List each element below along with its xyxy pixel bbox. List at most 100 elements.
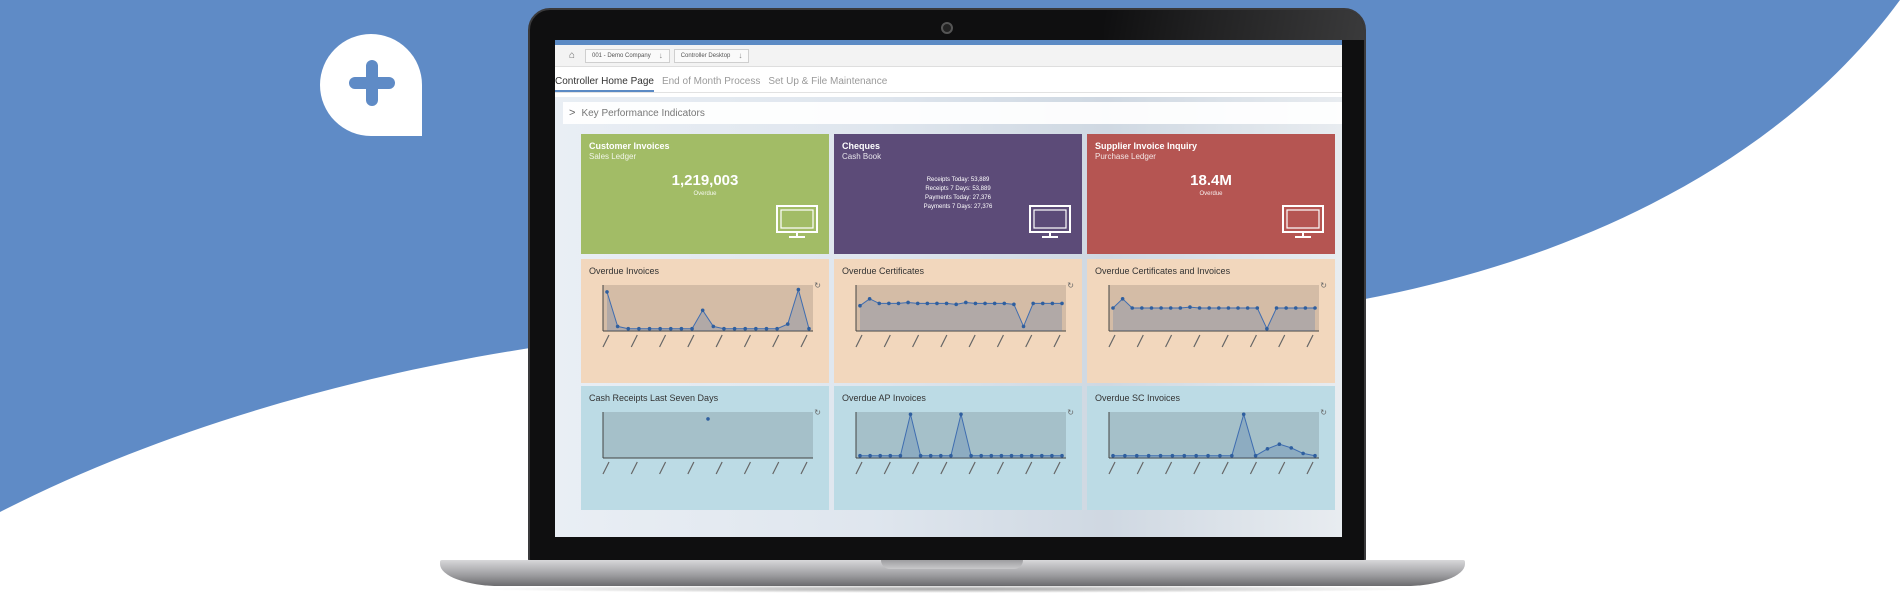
receipts-today: Receipts Today: 53,889	[926, 177, 990, 183]
data-point	[992, 301, 997, 306]
x-tick-label	[1306, 334, 1314, 348]
data-point	[868, 453, 872, 458]
data-point	[1158, 453, 1163, 458]
chart-tile-overdue-invoices[interactable]: Overdue Invoices ↻	[581, 259, 829, 383]
x-tick-label	[855, 461, 863, 475]
data-point	[1217, 306, 1221, 310]
data-point	[1009, 453, 1014, 458]
tab-end-of-month[interactable]: End of Month Process	[661, 76, 761, 87]
refresh-icon[interactable]: ↻	[1067, 281, 1074, 290]
chart-title: Overdue AP Invoices	[842, 393, 926, 403]
x-tick-label	[968, 334, 976, 348]
overdue-certificates-chart	[855, 285, 1066, 348]
data-point	[1194, 453, 1198, 458]
data-point	[700, 308, 705, 313]
chart-title: Overdue SC Invoices	[1095, 393, 1181, 403]
series-line	[859, 298, 1062, 328]
data-point	[928, 453, 933, 458]
data-point	[1313, 453, 1317, 458]
monitor-icon	[776, 205, 818, 238]
data-point	[1284, 306, 1288, 310]
tile-caption: Overdue	[693, 191, 717, 197]
data-point	[949, 453, 953, 458]
series-area	[1113, 414, 1315, 458]
data-point	[939, 453, 943, 458]
breadcrumb-company[interactable]: 001 - Demo Company ↓	[585, 48, 670, 63]
x-tick-label	[1278, 334, 1286, 348]
refresh-icon[interactable]: ↻	[1320, 281, 1327, 290]
data-point	[1301, 451, 1305, 456]
breadcrumb-label: Controller Desktop	[680, 52, 731, 59]
x-tick-label	[940, 334, 948, 348]
tile-subtitle: Cash Book	[842, 152, 882, 161]
chart-tile-cash-receipts[interactable]: Cash Receipts Last Seven Days ↻	[581, 386, 829, 510]
x-tick-label	[800, 334, 808, 348]
x-tick-label	[1193, 334, 1201, 348]
data-point	[775, 326, 779, 331]
data-point	[935, 301, 939, 306]
chart-tile-overdue-sc-invoices[interactable]: Overdue SC Invoices ↻	[1087, 386, 1335, 510]
chart-title: Overdue Certificates and Invoices	[1095, 266, 1231, 276]
dashboard-content: > Key Performance Indicators Customer In…	[555, 97, 1342, 537]
x-tick-label	[800, 461, 808, 475]
data-point	[964, 300, 968, 305]
tab-controller-home[interactable]: Controller Home Page	[555, 76, 654, 92]
home-icon[interactable]: ⌂	[568, 50, 576, 61]
refresh-icon[interactable]: ↻	[814, 408, 821, 417]
data-point	[1002, 301, 1007, 306]
plot-area	[1109, 412, 1319, 458]
data-point	[605, 290, 609, 294]
x-tick-label	[1053, 334, 1061, 348]
data-point	[1123, 453, 1127, 458]
shell-bar: ⌂ 001 - Demo Company ↓ Controller Deskto…	[555, 45, 1342, 67]
chart-tile-overdue-certificates-invoices[interactable]: Overdue Certificates and Invoices ↻	[1087, 259, 1335, 383]
data-point	[1197, 306, 1202, 310]
x-tick-label	[687, 334, 695, 348]
tile-customer-invoices[interactable]: Customer Invoices Sales Ledger 1,219,003…	[581, 134, 829, 254]
refresh-icon[interactable]: ↻	[1067, 408, 1074, 417]
data-point	[1245, 306, 1250, 310]
data-point	[959, 412, 963, 417]
chevron-right-icon[interactable]: >	[569, 107, 576, 119]
x-tick-label	[1025, 334, 1033, 348]
refresh-icon[interactable]: ↻	[814, 281, 821, 290]
x-tick-label	[1108, 461, 1116, 475]
chart-tile-overdue-certificates[interactable]: Overdue Certificates ↻	[834, 259, 1082, 383]
x-tick-label	[1221, 461, 1229, 475]
data-point	[1226, 306, 1231, 310]
data-point	[1293, 306, 1298, 310]
data-point	[668, 326, 673, 331]
x-tick-label	[996, 461, 1004, 475]
x-tick-label	[659, 334, 667, 348]
data-point	[1130, 306, 1135, 310]
data-point	[999, 453, 1004, 458]
tab-setup-file-maintenance[interactable]: Set Up & File Maintenance	[768, 76, 888, 87]
data-point	[979, 453, 983, 458]
tile-value: 18.4M	[1190, 172, 1232, 189]
x-tick-label	[968, 461, 976, 475]
tile-supplier-invoice-inquiry[interactable]: Supplier Invoice Inquiry Purchase Ledger…	[1087, 134, 1335, 254]
breadcrumb-desktop[interactable]: Controller Desktop ↓	[673, 48, 750, 63]
lid-sheen	[1104, 10, 1364, 40]
data-point	[877, 301, 882, 306]
refresh-icon[interactable]: ↻	[1320, 408, 1327, 417]
kpi-header[interactable]: > Key Performance Indicators	[563, 102, 1342, 124]
data-point	[1050, 453, 1054, 458]
chart-tile-overdue-ap-invoices[interactable]: Overdue AP Invoices ↻	[834, 386, 1082, 510]
data-point	[1241, 412, 1246, 417]
data-point	[896, 301, 901, 306]
x-tick-label	[630, 461, 638, 475]
tile-title: Customer Invoices	[589, 141, 670, 151]
x-tick-label	[996, 334, 1004, 348]
data-point	[1140, 306, 1144, 310]
data-point	[918, 453, 923, 458]
data-point	[858, 453, 862, 458]
data-point	[887, 301, 891, 306]
tile-cheques[interactable]: Cheques Cash Book Receipts Today: 53,889…	[834, 134, 1082, 254]
laptop-shadow	[470, 585, 1435, 593]
x-tick-label	[1278, 461, 1286, 475]
data-point	[1274, 306, 1279, 310]
data-point	[1265, 326, 1269, 331]
data-point	[711, 324, 716, 329]
plot-area	[603, 285, 813, 331]
